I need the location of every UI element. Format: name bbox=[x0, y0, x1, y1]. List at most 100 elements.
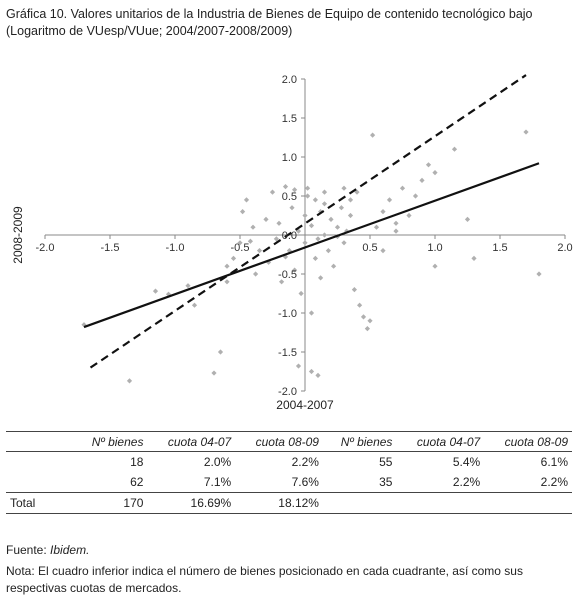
table-row: 62 7.1% 7.6% 35 2.2% 2.2% bbox=[6, 472, 572, 493]
data-point bbox=[399, 185, 406, 191]
data-point bbox=[325, 248, 331, 254]
scatter-points bbox=[81, 129, 542, 384]
data-point bbox=[471, 255, 477, 261]
table-cell: 2.2% bbox=[291, 455, 319, 469]
table-header-cell: Nº bienes bbox=[74, 431, 148, 452]
data-point bbox=[298, 290, 304, 297]
data-point bbox=[315, 236, 321, 242]
data-point bbox=[286, 248, 292, 254]
source-line: Fuente: Ibidem. bbox=[6, 543, 89, 557]
data-point bbox=[237, 240, 243, 246]
data-point bbox=[224, 279, 230, 285]
data-point bbox=[263, 216, 269, 222]
data-point bbox=[357, 302, 363, 308]
table-cell: 7.6% bbox=[291, 475, 319, 489]
data-point bbox=[243, 197, 250, 203]
data-point bbox=[230, 255, 237, 261]
table-cell bbox=[6, 472, 74, 493]
data-point bbox=[328, 216, 334, 222]
data-point bbox=[536, 271, 542, 277]
data-point bbox=[338, 205, 344, 211]
table-cell: 170 bbox=[74, 492, 148, 514]
table-cell: 5.4% bbox=[452, 455, 481, 469]
data-point bbox=[318, 209, 324, 215]
data-point bbox=[266, 259, 272, 265]
trend-lines bbox=[83, 74, 540, 369]
dashed-trend-line bbox=[89, 74, 527, 369]
data-point bbox=[373, 224, 380, 230]
table-cell: 2.2% bbox=[452, 475, 481, 489]
table-cell bbox=[396, 492, 485, 514]
y-tick-label: -2.0 bbox=[278, 386, 297, 398]
table-cell: 18.12% bbox=[235, 492, 323, 514]
data-point bbox=[412, 193, 419, 199]
data-point bbox=[211, 370, 217, 376]
y-axis-label: 2008-2009 bbox=[11, 206, 25, 264]
data-point bbox=[292, 267, 298, 273]
y-tick-label: -1.5 bbox=[278, 347, 297, 359]
chart-title: Gráfica 10. Valores unitarios de la Indu… bbox=[6, 7, 533, 38]
data-point bbox=[351, 287, 357, 293]
table-cell bbox=[6, 452, 74, 473]
y-tick-label: 1.5 bbox=[282, 113, 297, 125]
data-point bbox=[240, 209, 246, 215]
scatter-chart: -2.0 -1.5 -1.0 -0.5 0.5 1.0 1.5 2.0 2.0 1.5 1.0 0.5… bbox=[11, 74, 573, 412]
table-cell: 7.1% bbox=[203, 475, 232, 489]
y-tick-label: -0.5 bbox=[278, 269, 297, 281]
data-point bbox=[380, 209, 386, 215]
table-cell: 55 bbox=[379, 455, 393, 469]
data-point bbox=[279, 279, 285, 285]
data-point bbox=[282, 184, 289, 190]
x-tick-label: 1.5 bbox=[492, 242, 507, 254]
data-point bbox=[308, 223, 315, 229]
data-point bbox=[302, 240, 308, 246]
data-point bbox=[393, 228, 399, 234]
tick-labels: -2.0 -1.5 -1.0 -0.5 0.5 1.0 1.5 2.0 2.0 1.5 1.0 0.5… bbox=[36, 74, 573, 398]
data-point bbox=[305, 193, 311, 199]
data-point bbox=[191, 302, 198, 308]
data-point bbox=[126, 378, 133, 384]
table-cell bbox=[322, 492, 397, 514]
axes bbox=[44, 78, 566, 392]
data-point bbox=[318, 275, 324, 281]
y-tick-label: 0.0 bbox=[282, 230, 297, 242]
table-cell: 6.1% bbox=[540, 455, 568, 469]
data-point bbox=[302, 212, 308, 219]
data-point bbox=[224, 263, 230, 269]
data-point bbox=[367, 318, 373, 324]
data-point bbox=[523, 129, 529, 135]
data-point bbox=[360, 314, 367, 320]
data-point bbox=[331, 263, 337, 269]
x-tick-label: 2.0 bbox=[557, 242, 572, 254]
data-point bbox=[253, 271, 259, 277]
data-point bbox=[308, 368, 315, 375]
data-point bbox=[334, 224, 341, 230]
table-cell: 2.2% bbox=[540, 475, 568, 489]
table-header-cell: Nº bienes bbox=[322, 431, 397, 452]
table-cell: 62 bbox=[130, 475, 144, 489]
data-point bbox=[321, 189, 328, 195]
data-point bbox=[419, 177, 425, 183]
table-header-cell: cuota 08-09 bbox=[235, 431, 323, 452]
x-axis-label: 2004-2007 bbox=[276, 398, 334, 412]
data-point bbox=[305, 185, 311, 191]
data-point bbox=[321, 232, 328, 238]
data-point bbox=[152, 288, 159, 294]
x-tick-label: 0.5 bbox=[362, 242, 377, 254]
data-point bbox=[315, 372, 321, 378]
data-point bbox=[269, 189, 276, 195]
table-total-row: Total 170 16.69% 18.12% bbox=[6, 492, 572, 514]
data-point bbox=[250, 224, 256, 230]
note-text: Nota: El cuadro inferior indica el númer… bbox=[6, 564, 523, 595]
data-point bbox=[344, 228, 350, 234]
table-header-cell: cuota 08-09 bbox=[484, 431, 572, 452]
data-point bbox=[347, 212, 354, 219]
x-tick-label: -0.5 bbox=[231, 242, 250, 254]
table-header-cell: cuota 04-07 bbox=[147, 431, 236, 452]
table-header-cell: cuota 04-07 bbox=[396, 431, 485, 452]
x-tick-label: -2.0 bbox=[36, 242, 55, 254]
data-point bbox=[451, 146, 458, 152]
data-point bbox=[370, 132, 376, 138]
data-point bbox=[386, 197, 393, 203]
y-tick-label: 1.0 bbox=[282, 152, 297, 164]
